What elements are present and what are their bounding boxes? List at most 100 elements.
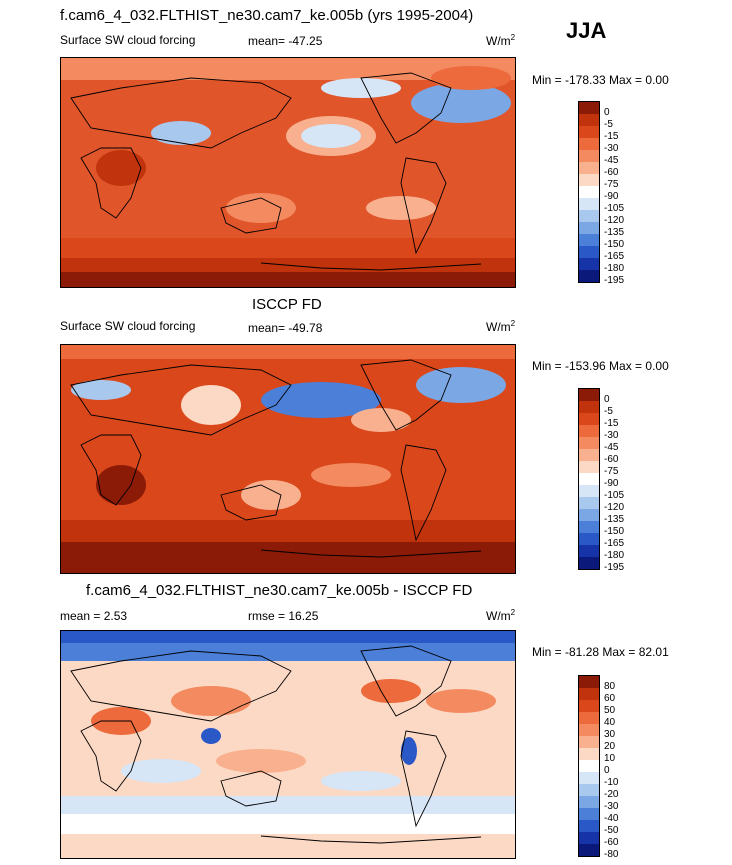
southern-band [61,814,515,834]
colorbar-tick: -165 [604,251,625,262]
colorbar-cell [579,688,599,700]
colorbar-cell [579,820,599,832]
colorbar-tick: -195 [604,562,625,573]
mean-label: mean= -47.25 [248,34,323,48]
min-max-label: Min = -153.96 Max = 0.00 [532,359,669,373]
cloud-region [321,78,401,98]
colorbar-tick: 10 [604,753,616,764]
diff-region [321,771,401,791]
antarctic-band [61,542,515,573]
colorbar-cell [579,772,599,784]
colorbar-tick: 20 [604,741,616,752]
colorbar-cell [579,449,599,461]
colorbar-tick: -105 [604,490,625,501]
colorbar-cell [579,222,599,234]
colorbar-tick: 40 [604,717,616,728]
colorbar-tick: -30 [604,801,619,812]
southern-band [61,238,515,258]
colorbar-cell [579,186,599,198]
colorbar-tick: -195 [604,275,625,286]
diff-region [216,749,306,773]
coastlines [70,645,482,844]
cloud-region [366,196,436,220]
colorbar-cell [579,712,599,724]
colorbar-cell [579,246,599,258]
colorbar-tick: 0 [604,107,610,118]
colorbar-cell [579,270,599,282]
units-label: W/m2 [486,33,516,48]
coastlines [70,72,482,271]
cloud-region [411,83,511,123]
colorbar-cell [579,114,599,126]
colorbar-tick: -50 [604,825,619,836]
cloud-region [301,124,361,148]
colorbar-cell [579,102,599,114]
cloud-region [181,385,241,425]
colorbar-cell [579,258,599,270]
antarctic-band [61,272,515,287]
cloud-region [71,380,131,400]
colorbar-tick: -80 [604,849,619,860]
mean-label: mean = 2.53 [60,609,128,623]
colorbar-tick: -180 [604,263,625,274]
cloud-region [431,66,511,90]
colorbar-tick: 80 [604,681,616,692]
arctic-band [61,58,515,80]
colorbar-cell [579,844,599,856]
cloud-region [96,465,146,505]
colorbar-tick: -180 [604,550,625,561]
colorbar-tick: -40 [604,813,619,824]
diff-region [361,679,421,703]
colorbar-tick: -90 [604,191,619,202]
diff-region [171,686,251,716]
antarctic-band [61,834,515,858]
variable-label: Surface SW cloud forcing [60,33,196,47]
colorbar-cell [579,413,599,425]
southern-band [61,796,515,814]
colorbar-tick: 0 [604,394,610,405]
colorbar-tick: -135 [604,227,625,238]
variable-label: Surface SW cloud forcing [60,319,196,333]
colorbar-tick: -75 [604,179,619,190]
colorbar-cell [579,485,599,497]
colorbar-tick: -75 [604,466,619,477]
cloud-region [351,408,411,432]
panel-title: f.cam6_4_032.FLTHIST_ne30.cam7_ke.005b -… [86,582,473,599]
colorbar-cell [579,784,599,796]
colorbar-observations: 0 -5 -15 -30 -45 -60 -75 -90 -105 -120 -… [578,388,624,573]
colorbar-model: 0 -5 -15 -30 -45 -60 -75 -90 -105 -120 -… [578,101,624,286]
colorbar-cell [579,401,599,413]
colorbar-cell [579,521,599,533]
colorbar-cell [579,389,599,401]
colorbar-cell [579,198,599,210]
cloud-region [241,480,301,510]
colorbar-cell [579,174,599,186]
colorbar-tick: 30 [604,729,616,740]
colorbar-tick: -165 [604,538,625,549]
diff-region [426,689,496,713]
colorbar-tick: -10 [604,777,619,788]
colorbar-cell [579,676,599,688]
colorbar-cell [579,736,599,748]
colorbar-cell [579,545,599,557]
colorbar-tick: -30 [604,430,619,441]
map-model [60,57,516,288]
colorbar-cell [579,497,599,509]
colorbar-cell [579,808,599,820]
coastlines [70,359,482,558]
colorbar-tick: -135 [604,514,625,525]
colorbar-cell [579,138,599,150]
diff-region [121,759,201,783]
colorbar-tick: -5 [604,119,613,130]
colorbar-tick: -105 [604,203,625,214]
rmse-label: rmse = 16.25 [248,609,319,623]
mean-label: mean= -49.78 [248,321,323,335]
colorbar-cell [579,760,599,772]
colorbar-tick: 50 [604,705,616,716]
cloud-region [96,150,146,186]
colorbar-cell [579,724,599,736]
cloud-region [151,121,211,145]
panel-title: ISCCP FD [252,296,322,313]
cloud-region [261,382,381,418]
colorbar-tick: -30 [604,143,619,154]
